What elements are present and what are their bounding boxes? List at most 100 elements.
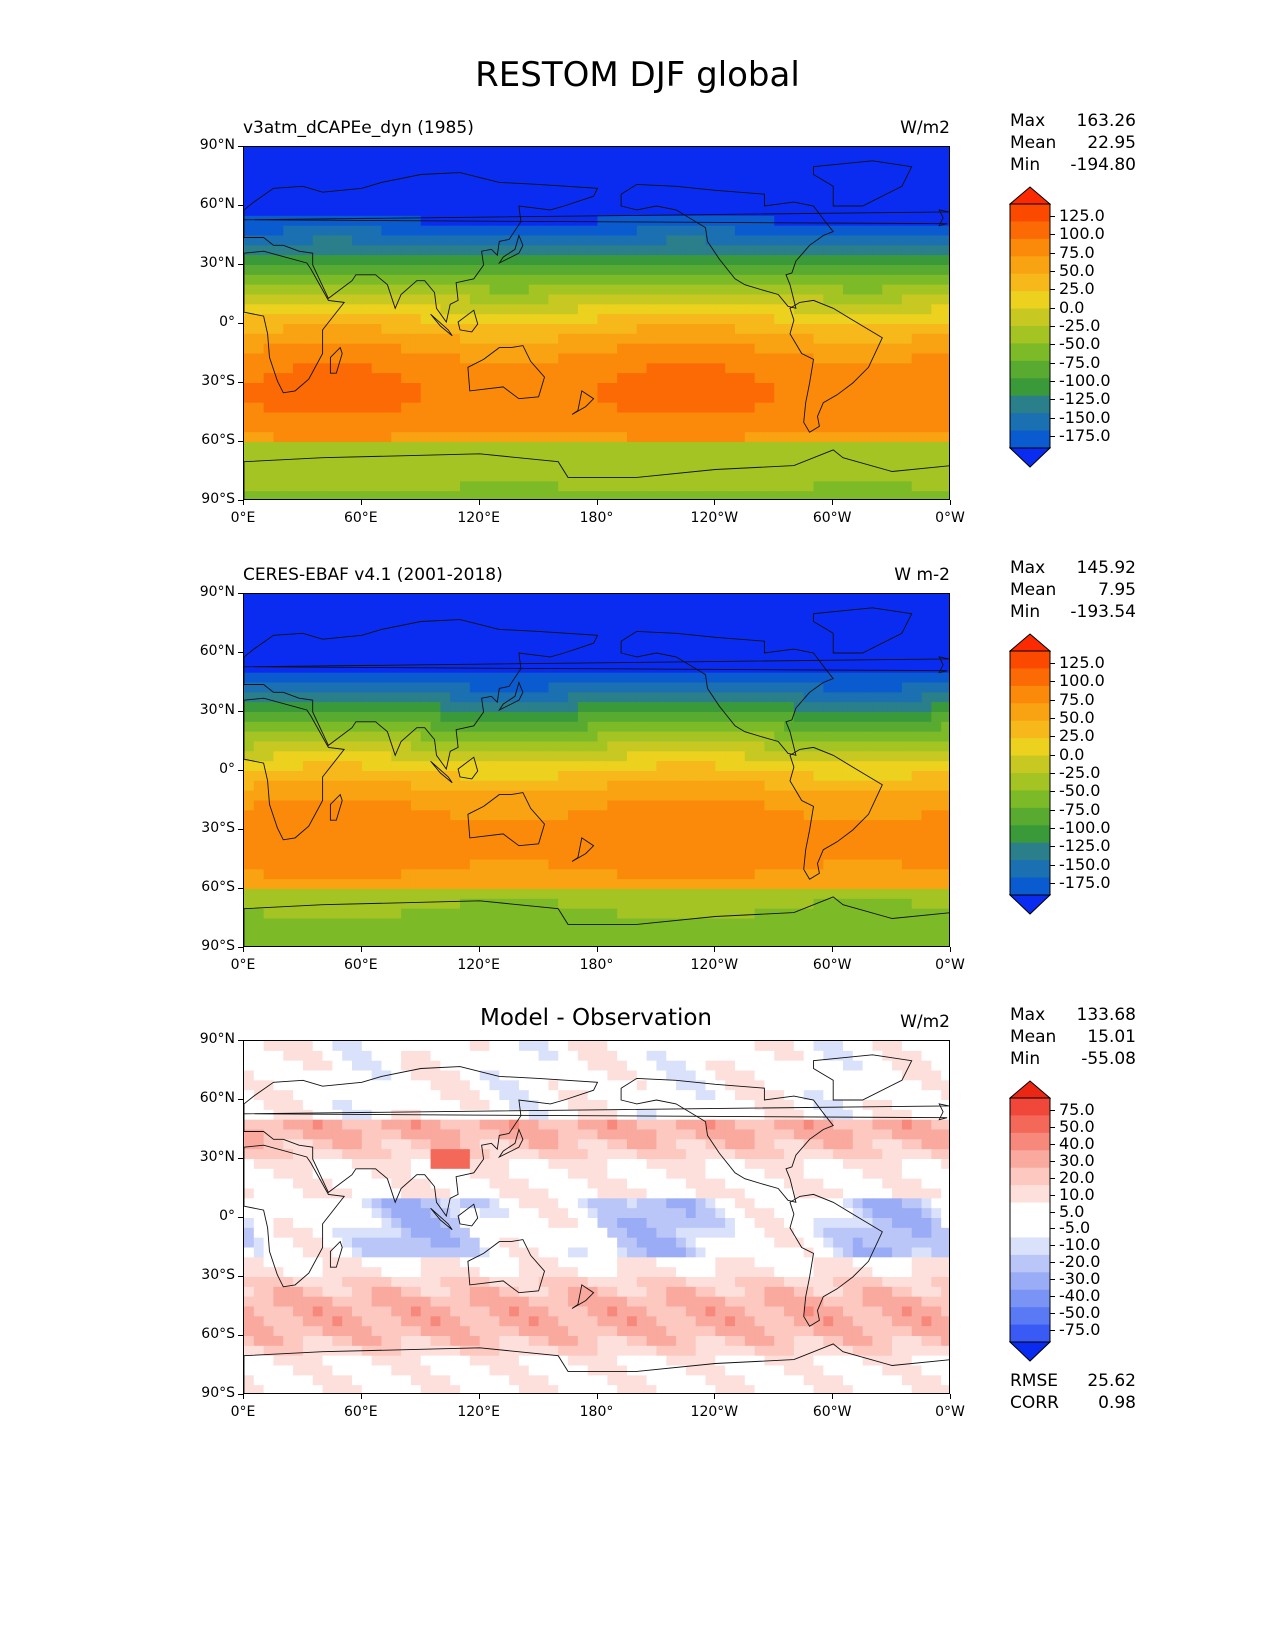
map-cell [499,810,510,821]
map-cell [931,869,942,880]
map-cell [391,633,402,644]
map-cell [784,889,795,900]
map-cell [568,353,579,364]
map-cell [666,383,677,394]
map-cell [283,422,294,433]
map-cell [744,643,756,654]
map-cell [725,623,736,634]
map-cell [676,830,687,841]
map-cell [538,461,549,473]
map-cell [312,741,324,752]
map-cell [764,402,775,414]
map-cell [695,603,707,615]
map-cell [607,603,618,615]
map-cell [469,653,481,664]
map-cell [548,343,559,355]
map-cell [666,412,677,423]
map-cell [253,830,265,841]
map-cell [931,790,942,802]
map-cell [931,682,942,693]
map-cell [931,353,942,364]
map-cell [842,594,854,605]
map-cell [420,741,432,752]
map-cell [558,294,569,305]
map-cell [558,422,569,433]
map-cell [695,613,707,625]
map-cell [361,839,373,851]
map-cell [273,235,284,246]
map-cell [803,432,815,443]
map-cell [646,304,658,315]
map-cell [626,373,638,384]
map-cell [921,373,932,384]
map-cell [302,392,314,404]
map-cell [528,324,540,335]
map-cell [528,363,540,374]
map-cell [568,603,579,615]
map-cell [410,603,422,615]
map-cell [607,613,618,625]
map-cell [518,712,530,723]
map-cell [617,166,628,178]
map-cell [715,343,726,355]
map-cell [283,682,294,693]
map-cell [479,166,491,178]
map-cell [676,869,687,880]
map-cell [833,294,844,305]
map-cell [430,304,441,315]
map-cell [597,343,608,355]
map-cell [528,412,540,423]
map-cell [607,491,618,499]
map-cell [244,274,255,286]
map-cell [725,879,736,890]
map-cell [813,623,824,634]
map-cell [440,771,451,782]
map-cell [518,780,530,792]
map-cell [420,633,432,644]
map-cell [361,176,373,187]
map-cell [440,859,451,870]
map-cell [538,692,549,703]
map-cell [941,859,949,870]
map-cell [842,442,854,453]
map-cell [558,820,569,831]
map-cell [528,702,540,713]
map-cell [460,383,471,394]
map-cell [676,790,687,802]
map-cell [666,225,677,237]
map-cell [754,810,766,821]
map-cell [460,245,471,256]
map-cell [420,491,432,499]
map-cell [705,692,716,703]
map-cell [666,721,677,733]
map-cell [892,471,903,482]
map-cell [469,383,481,394]
map-cell [813,839,824,851]
map-cell [872,166,883,178]
map-cell [332,402,343,414]
map-cell [607,412,618,423]
map-cell [892,731,903,743]
map-cell [371,304,383,315]
map-cell [410,363,422,374]
map-cell [803,373,815,384]
map-cell [656,751,667,762]
map-cell [312,373,324,384]
map-cell [784,603,795,615]
map-cell [695,692,707,703]
map-cell [489,481,500,492]
map-cell [293,771,304,782]
map-cell [577,633,589,644]
map-cell [833,166,844,178]
map-cell [636,383,648,394]
map-cell [244,653,255,664]
map-cell [273,166,284,178]
map-cell [352,442,363,453]
map-cell [941,849,949,861]
map-cell [577,623,589,634]
map-cell [793,147,805,158]
map-cell [440,442,451,453]
map-cell [568,265,579,276]
map-cell [646,633,658,644]
map-cell [676,780,687,792]
